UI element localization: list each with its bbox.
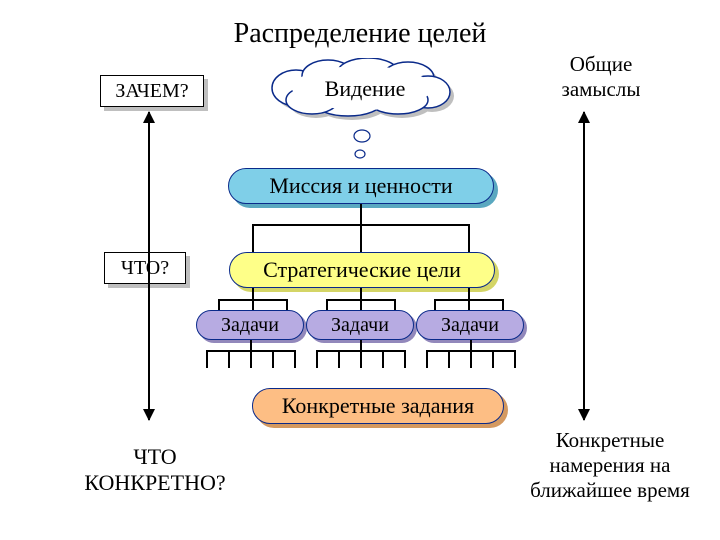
t3-d5 [514, 350, 516, 368]
task3-node: Задачи [416, 310, 524, 340]
assign-node: Конкретные задания [252, 388, 504, 424]
strategic-node: Стратегические цели [229, 252, 495, 288]
conn-s-t-h3 [434, 299, 504, 301]
t1-d3 [250, 350, 252, 368]
task2-node: Задачи [306, 310, 414, 340]
left-double-arrow [148, 112, 150, 420]
cloud-bubbles [350, 124, 380, 164]
right-top-label: Общие замыслы [536, 52, 666, 102]
task1-label: Задачи [221, 314, 279, 337]
conn-s-t-h1 [218, 299, 288, 301]
conn-s-t-d3a [434, 299, 436, 310]
vision-cloud: Видение [268, 58, 462, 122]
task3-label: Задачи [441, 314, 499, 337]
what-exactly-label: ЧТО КОНКРЕТНО? [70, 444, 240, 496]
conn-s-t-d2b [394, 299, 396, 310]
right-bottom-label: Конкретные намерения на ближайшее время [530, 428, 690, 503]
conn-m-s-d1 [252, 224, 254, 252]
t1-v [250, 340, 252, 350]
conn-s-t-d3b [502, 299, 504, 310]
conn-s-t-d2a [326, 299, 328, 310]
mission-label: Миссия и ценности [269, 173, 452, 199]
t2-d5 [404, 350, 406, 368]
task1-node: Задачи [196, 310, 304, 340]
vision-label: Видение [268, 76, 462, 102]
conn-m-s-d2 [360, 224, 362, 252]
conn-s-t-d1a [218, 299, 220, 310]
t2-d4 [382, 350, 384, 368]
t2-d2 [338, 350, 340, 368]
t1-d1 [206, 350, 208, 368]
conn-m-s-d3 [468, 224, 470, 252]
what-label: ЧТО? [121, 257, 169, 280]
conn-s-t-h2 [326, 299, 396, 301]
assign-label: Конкретные задания [282, 393, 474, 419]
what-box: ЧТО? [104, 252, 186, 284]
t3-d1 [426, 350, 428, 368]
conn-m-s-v [360, 204, 362, 224]
task2-label: Задачи [331, 314, 389, 337]
t2-v [360, 340, 362, 350]
t3-v [470, 340, 472, 350]
mission-node: Миссия и ценности [228, 168, 494, 204]
why-label: ЗАЧЕМ? [115, 80, 188, 103]
t1-d2 [228, 350, 230, 368]
t2-d1 [316, 350, 318, 368]
why-box: ЗАЧЕМ? [100, 75, 204, 107]
conn-s-t-d1b [286, 299, 288, 310]
t1-d5 [294, 350, 296, 368]
t3-d2 [448, 350, 450, 368]
t2-d3 [360, 350, 362, 368]
t1-d4 [272, 350, 274, 368]
right-double-arrow [583, 112, 585, 420]
t3-d4 [492, 350, 494, 368]
t3-d3 [470, 350, 472, 368]
strategic-label: Стратегические цели [263, 257, 461, 283]
page-title: Распределение целей [0, 18, 720, 50]
